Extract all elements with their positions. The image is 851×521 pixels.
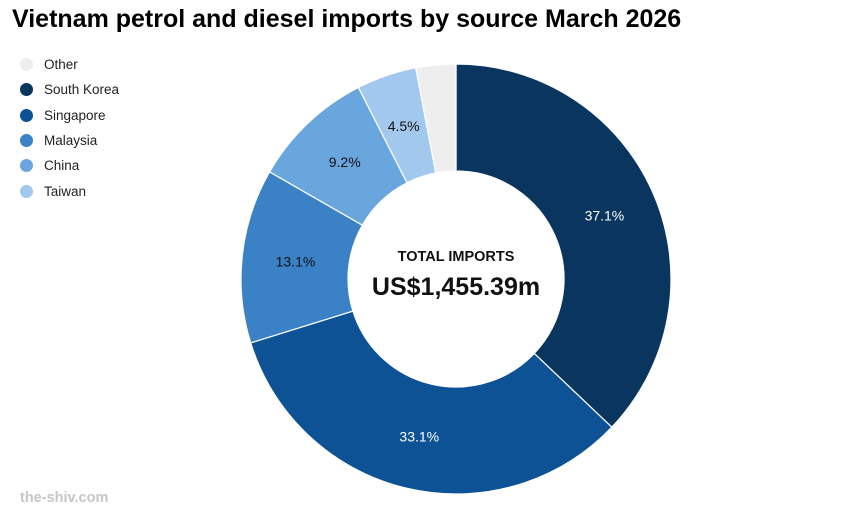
legend-label-malaysia: Malaysia — [44, 133, 98, 149]
data-label-singapore: 33.1% — [399, 428, 439, 444]
legend-swatch-south-korea — [20, 83, 33, 97]
legend-item-taiwan: Taiwan — [20, 178, 119, 203]
legend-swatch-china — [20, 159, 33, 173]
legend-item-china: China — [20, 153, 119, 178]
data-label-china: 9.2% — [329, 154, 361, 170]
center-total-value: US$1,455.39m — [372, 273, 540, 301]
data-label-malaysia: 13.1% — [276, 253, 316, 269]
legend-swatch-taiwan — [20, 184, 33, 198]
slice-other[interactable] — [415, 63, 457, 174]
legend-swatch-other — [20, 58, 33, 72]
legend-label-south-korea: South Korea — [44, 82, 120, 98]
legend-item-singapore: Singapore — [20, 103, 119, 128]
legend-label-china: China — [44, 158, 80, 174]
legend-swatch-singapore — [20, 108, 33, 122]
chart-title: Vietnam petrol and diesel imports by sou… — [12, 5, 682, 33]
source-watermark: the-shiv.com — [20, 490, 109, 506]
legend-label-taiwan: Taiwan — [44, 183, 87, 199]
legend-label-other: Other — [44, 57, 78, 73]
center-total-label: TOTAL IMPORTS — [398, 249, 515, 265]
slice-south-korea[interactable] — [455, 63, 672, 429]
data-label-south-korea: 37.1% — [585, 207, 625, 223]
chart-legend: Other South Korea Singapore Malaysia China Ta… — [20, 52, 119, 204]
legend-item-south-korea: South Korea — [20, 77, 119, 102]
legend-swatch-malaysia — [20, 134, 33, 148]
legend-item-malaysia: Malaysia — [20, 128, 119, 153]
data-label-taiwan: 4.5% — [388, 118, 420, 134]
slice-singapore[interactable] — [249, 310, 613, 495]
legend-item-other: Other — [20, 52, 119, 77]
legend-label-singapore: Singapore — [44, 107, 106, 123]
